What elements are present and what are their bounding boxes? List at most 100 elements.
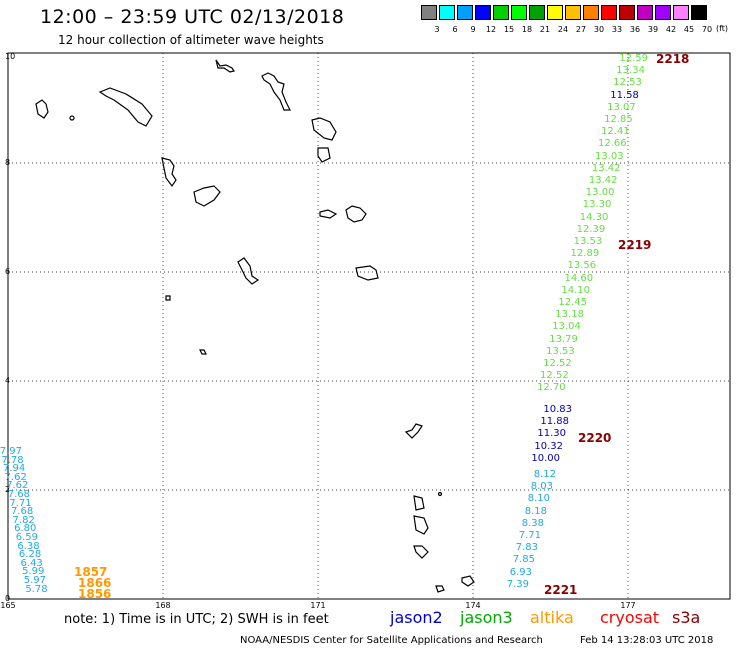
chart-subtitle: 12 hour collection of altimeter wave hei…: [58, 33, 324, 47]
wave-value: 13.79: [549, 333, 578, 345]
wave-value: 13.00: [585, 187, 615, 199]
wave-value: 10.83: [543, 404, 572, 415]
wave-value: 12.66: [598, 138, 627, 150]
pass-label: 2220: [578, 431, 612, 445]
color-scale-label: 3: [434, 25, 440, 34]
color-scale-label: 70: [701, 25, 713, 34]
color-scale-label: 24: [557, 25, 569, 34]
lon-tick: 177: [620, 601, 636, 610]
color-scale-label: 9: [470, 25, 476, 34]
wave-value: 7.94: [2, 463, 26, 475]
pass-label: 1866: [78, 576, 112, 590]
wave-value: 11.58: [610, 89, 639, 101]
color-scale-label: 21: [539, 25, 551, 34]
lat-tick: 2: [5, 485, 11, 494]
legend-jason2: jason2: [390, 608, 443, 627]
footer-credit: NOAA/NESDIS Center for Satellite Applica…: [240, 635, 543, 646]
footer-note: note: 1) Time is in UTC; 2) SWH is in fe…: [64, 612, 329, 627]
wave-value: 7.68: [7, 489, 30, 500]
wave-value: 8.38: [521, 517, 544, 529]
wave-value: 13.42: [591, 162, 621, 174]
wave-value: 12.59: [619, 53, 648, 64]
wave-value: 8.18: [524, 505, 547, 517]
wave-value: 7.68: [10, 506, 34, 518]
footer-timestamp: Feb 14 13:28:03 UTC 2018: [580, 635, 714, 646]
color-swatch: [691, 5, 707, 20]
color-swatch: [421, 5, 437, 20]
lon-tick: 171: [310, 601, 326, 610]
wave-value: 8.12: [533, 469, 556, 480]
wave-value: 6.43: [20, 557, 43, 569]
color-scale-label: 39: [647, 25, 659, 34]
wave-value: 12.45: [558, 297, 587, 308]
wave-value: 11.30: [537, 428, 566, 440]
color-scale-unit: (ft): [716, 24, 729, 33]
color-scale-label: 42: [665, 25, 677, 34]
islands: [35, 59, 475, 593]
wave-value: 6.80: [14, 523, 37, 535]
lat-tick: 8: [5, 158, 11, 167]
lat-tick: 10: [5, 52, 16, 61]
wave-value: 7.62: [4, 471, 27, 483]
map-gridlines: [8, 53, 730, 599]
color-swatch: [583, 5, 599, 20]
color-swatch: [619, 5, 635, 20]
lon-tick: 165: [0, 601, 16, 610]
color-swatch: [457, 5, 473, 20]
wave-value: 10.32: [534, 440, 563, 452]
wave-value: 6.93: [509, 566, 532, 578]
wave-value: 12.85: [604, 114, 633, 125]
wave-value: 12.53: [613, 77, 642, 89]
lon-tick: 174: [465, 601, 481, 610]
wave-value: 5.78: [25, 583, 48, 595]
wave-value: 5.99: [22, 566, 45, 578]
lon-tick: 168: [155, 601, 171, 610]
color-scale-label: 15: [503, 25, 515, 34]
color-swatch: [655, 5, 671, 20]
wave-value: 13.03: [594, 150, 624, 162]
color-swatch: [529, 5, 545, 20]
color-swatch: [637, 5, 653, 20]
wave-value: 12.52: [540, 370, 569, 382]
lat-tick: 6: [5, 267, 11, 276]
pass-label: 1857: [74, 565, 108, 579]
wave-value: 6.59: [15, 532, 38, 543]
color-scale-label: 30: [593, 25, 605, 34]
wave-value: 7.85: [512, 554, 535, 566]
pass-label: 1856: [78, 587, 112, 601]
wave-value: 6.28: [18, 549, 42, 561]
wave-value: 13.34: [616, 65, 645, 77]
wave-value: 7.71: [9, 497, 32, 509]
wave-value: 14.10: [561, 284, 591, 296]
legend-s3a: s3a: [672, 608, 701, 627]
legend-cryosat: cryosat: [600, 608, 660, 627]
color-scale-label: 12: [485, 25, 497, 34]
wave-value: 7.97: [0, 446, 22, 457]
color-swatch: [439, 5, 455, 20]
wave-value: 13.53: [546, 345, 575, 357]
wave-value: 8.03: [530, 481, 553, 493]
legend-altika: altika: [530, 608, 574, 627]
color-swatch: [475, 5, 491, 20]
legend-jason3: jason3: [460, 608, 513, 627]
map-frame: [7, 52, 731, 600]
lat-tick: 0: [5, 594, 11, 603]
color-swatch: [493, 5, 509, 20]
color-scale-label: 33: [611, 25, 623, 34]
wave-value: 7.62: [6, 480, 29, 492]
wave-value: 13.42: [588, 175, 618, 186]
wave-value: 6.38: [17, 540, 40, 552]
color-swatch: [511, 5, 527, 20]
wave-value: 13.07: [607, 101, 636, 113]
color-swatch: [565, 5, 581, 20]
wave-value: 13.30: [582, 199, 612, 211]
wave-value: 7.83: [515, 542, 538, 554]
pass-label: 2218: [656, 52, 690, 66]
pass-label: 2219: [618, 238, 652, 252]
color-swatch: [601, 5, 617, 20]
wave-value: 5.97: [23, 575, 46, 586]
color-swatch: [547, 5, 563, 20]
chart-title: 12:00 – 23:59 UTC 02/13/2018: [40, 6, 345, 28]
wave-value: 12.39: [576, 223, 606, 235]
